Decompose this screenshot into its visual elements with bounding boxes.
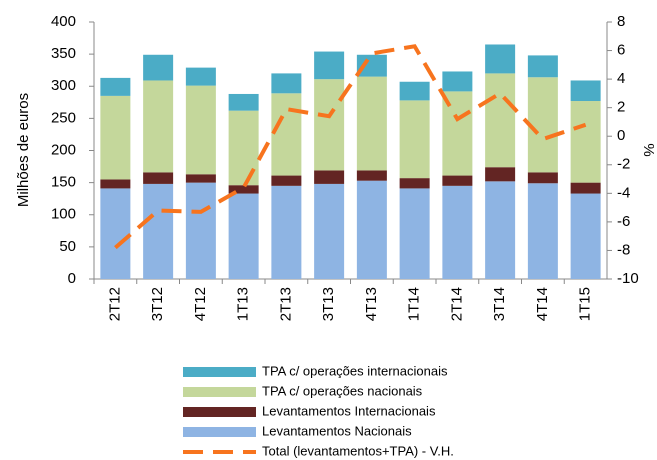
bar-segment (485, 181, 516, 279)
x-tick-label: 3T13 (320, 287, 337, 321)
bar-segment (570, 182, 601, 194)
bar-segment (143, 183, 174, 279)
y2-axis-label: % (640, 143, 657, 156)
bar-segment (356, 180, 387, 279)
bar-segment (570, 80, 601, 102)
bar-segment (228, 110, 259, 186)
legend-swatch (183, 367, 256, 377)
x-tick-label: 1T14 (406, 287, 423, 321)
y2-tick-label: 8 (617, 13, 625, 30)
bar-segment (100, 77, 131, 96)
bar-segment (570, 193, 601, 279)
bar-segment (356, 54, 387, 77)
x-tick-label: 2T13 (277, 287, 294, 321)
bar-segment (314, 79, 345, 171)
bar-segment (527, 77, 558, 173)
bar-segment (356, 76, 387, 171)
bar-segment (185, 182, 216, 279)
bar-segment (271, 73, 302, 94)
bar-segment (100, 188, 131, 279)
bar-segment (314, 170, 345, 184)
y2-tick-label: -2 (617, 156, 630, 173)
bar-segment (143, 80, 174, 173)
bar-segment (399, 188, 430, 279)
y-tick-label: 100 (51, 206, 76, 223)
bar-segment (185, 174, 216, 183)
bar-segment (314, 51, 345, 80)
x-tick-label: 1T15 (577, 287, 594, 321)
bar-segment (442, 71, 473, 92)
bar-segment (485, 44, 516, 74)
y-tick-label: 200 (51, 141, 76, 158)
x-tick-label: 2T14 (448, 287, 465, 321)
x-tick-label: 3T14 (491, 287, 508, 321)
x-tick-label: 4T13 (363, 287, 380, 321)
y2-tick-label: -8 (617, 241, 630, 258)
x-tick-label: 1T13 (235, 287, 252, 321)
bar-segment (228, 193, 259, 279)
y2-tick-label: -10 (617, 270, 639, 287)
bar-segment (228, 185, 259, 194)
bar-segment (143, 54, 174, 81)
legend-swatch (183, 387, 256, 397)
legend-label: Total (levantamentos+TPA) - V.H. (262, 443, 454, 458)
bar-segment (143, 172, 174, 184)
y-tick-label: 0 (68, 270, 76, 287)
bar-segment (356, 170, 387, 181)
bar-segment (185, 67, 216, 86)
x-tick-label: 4T14 (534, 287, 551, 321)
bar-segment (527, 183, 558, 279)
bar-segment (228, 93, 259, 111)
y2-tick-label: -6 (617, 213, 630, 230)
y-tick-label: 150 (51, 174, 76, 191)
y2-tick-label: 4 (617, 70, 625, 87)
y-tick-label: 250 (51, 109, 76, 126)
line-series (114, 44, 587, 250)
bar-segment (271, 93, 302, 176)
bar-segment (485, 73, 516, 168)
bar-segment (527, 55, 558, 78)
legend-label: Levantamentos Nacionais (262, 423, 412, 438)
y-tick-label: 400 (51, 13, 76, 30)
bar-segment (442, 175, 473, 186)
y-tick-label: 50 (59, 238, 76, 255)
bar-segment (314, 183, 345, 279)
bar-segment (185, 85, 216, 175)
bar-segment (399, 81, 430, 101)
x-tick-label: 4T12 (192, 287, 209, 321)
bar-segment (570, 101, 601, 183)
legend-swatch (183, 427, 256, 437)
legend-label: TPA c/ operações nacionais (262, 383, 423, 398)
y2-tick-label: 0 (617, 127, 625, 144)
x-tick-label: 2T12 (106, 287, 123, 321)
y-tick-label: 300 (51, 77, 76, 94)
y2-tick-label: 2 (617, 99, 625, 116)
bar-segment (442, 185, 473, 279)
y-axis-label: Milhões de euros (15, 93, 32, 207)
y-tick-label: 350 (51, 45, 76, 62)
bar-segment (271, 175, 302, 186)
x-tick-label: 3T12 (149, 287, 166, 321)
y2-tick-label: 6 (617, 42, 625, 59)
bar-segment (399, 100, 430, 179)
bar-segment (485, 167, 516, 182)
legend-label: Levantamentos Internacionais (262, 403, 436, 418)
legend-label: TPA c/ operações internacionais (262, 363, 448, 378)
bar-segment (271, 185, 302, 279)
bar-segment (399, 178, 430, 189)
bar-segment (100, 179, 131, 189)
bar-segment (100, 95, 131, 180)
bar-segment (527, 172, 558, 184)
legend-swatch (183, 407, 256, 417)
y2-tick-label: -4 (617, 184, 630, 201)
